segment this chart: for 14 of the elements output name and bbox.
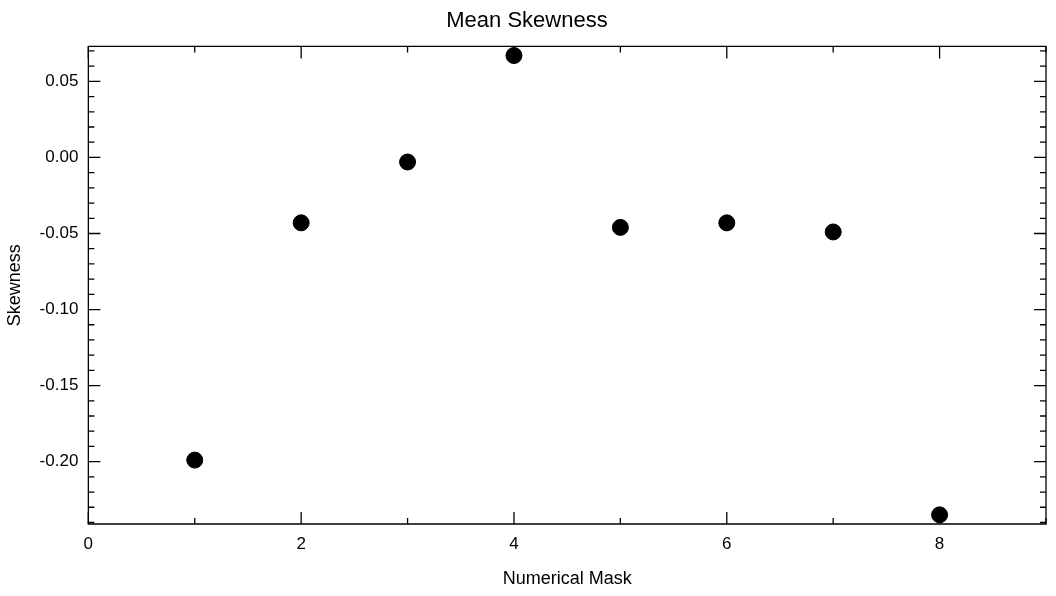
x-axis-title: Numerical Mask [502, 568, 633, 589]
y-tick-label: -0.20 [39, 451, 79, 471]
y-axis-title: Skewness [3, 244, 24, 327]
y-tick-label: 0.00 [45, 147, 79, 167]
chart-title: Mean Skewness [446, 7, 608, 33]
x-tick-label: 2 [296, 533, 306, 553]
y-tick-label: -0.05 [39, 223, 79, 243]
y-tick-label: -0.15 [39, 375, 79, 395]
x-tick-label: 0 [83, 533, 94, 553]
x-tick-label: 8 [934, 533, 945, 553]
x-tick-label: 4 [509, 533, 519, 553]
x-tick-label: 6 [722, 533, 732, 553]
y-tick-label: -0.10 [39, 299, 79, 319]
y-tick-label: 0.05 [45, 71, 79, 91]
